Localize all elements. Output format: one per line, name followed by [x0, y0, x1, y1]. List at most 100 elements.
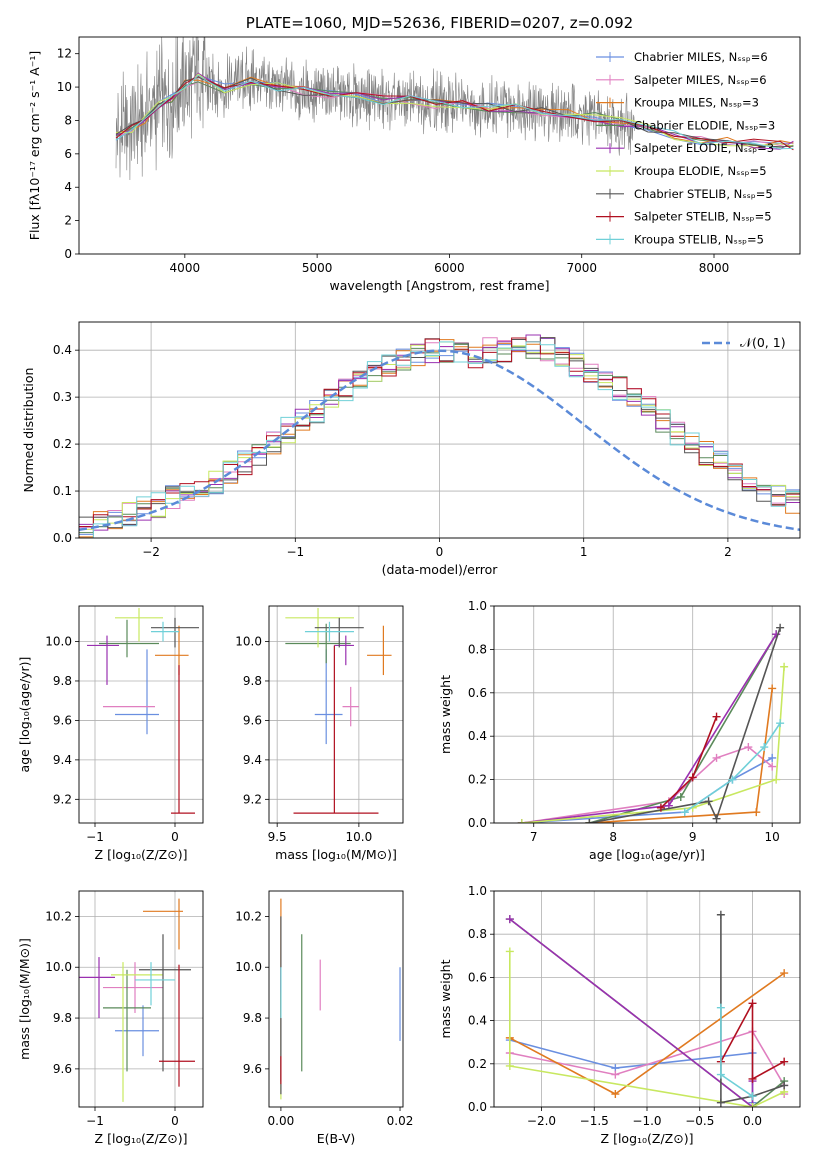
- weight-marker: [772, 630, 781, 639]
- panel-spectrum: 4000 5000 6000 7000 8000 0 2 4 6 8 10 12 Chabrier MI…: [57, 36, 801, 275]
- x-tick-label: −1.0: [632, 1114, 661, 1128]
- y-tick-label: 10.2: [235, 909, 262, 923]
- y-tick-label: 2: [64, 214, 72, 228]
- panel-mass-vs-ebv: 0.00 0.02 9.6 9.8 10.0 10.2: [235, 890, 413, 1128]
- model-line-8: [115, 75, 794, 151]
- histogram-2: [79, 337, 800, 529]
- y-axis-label: mass weight: [438, 959, 453, 1038]
- weight-line-6: [509, 951, 785, 1107]
- x-tick-label: 0.00: [268, 1114, 295, 1128]
- axes-frame: [268, 890, 404, 1108]
- x-tick-label: 2: [724, 545, 732, 559]
- y-tick-label: 8: [64, 113, 72, 127]
- errorbar-group: [87, 607, 199, 814]
- y-tick-label: 0.8: [468, 927, 487, 941]
- x-axis-label: Z [log₁₀(Z/Z⊙)]: [95, 847, 188, 862]
- y-tick-label: 1.0: [468, 599, 487, 613]
- x-tick-label: 8: [609, 830, 617, 844]
- y-tick-label: 0.3: [53, 390, 72, 404]
- y-tick-label: 0.2: [53, 437, 72, 451]
- axes-frame: [268, 605, 404, 824]
- y-tick-label: 0.4: [468, 729, 487, 743]
- histogram-5: [79, 334, 800, 531]
- x-axis-label: Z [log₁₀(Z/Z⊙)]: [601, 1131, 694, 1146]
- weight-marker: [716, 1070, 725, 1079]
- model-line-9: [115, 74, 794, 150]
- x-tick-label: −2.0: [527, 1114, 556, 1128]
- weight-marker: [716, 1003, 725, 1012]
- panel-age-vs-z: −1 0 9.2 9.4 9.6 9.8 10.0: [45, 605, 204, 844]
- weight-marker: [776, 719, 785, 728]
- histogram-3: [79, 337, 800, 538]
- histogram-traces: [79, 334, 800, 538]
- weight-line-3: [589, 688, 773, 823]
- weight-marker: [768, 753, 777, 762]
- x-axis-label: E(B-V): [317, 1131, 356, 1146]
- weight-marker: [517, 819, 526, 823]
- weight-marker: [728, 775, 737, 784]
- weight-lines: [505, 910, 789, 1107]
- weight-line-9: [684, 722, 781, 813]
- legend-label: Kroupa ELODIE, Nₛₛₚ=5: [634, 164, 767, 178]
- legend-label: Kroupa MILES, Nₛₛₚ=3: [634, 96, 759, 110]
- weight-line-6: [521, 666, 785, 823]
- y-tick-label: 0.2: [468, 1057, 487, 1071]
- y-tick-label: 0: [64, 247, 72, 261]
- y-tick-label: 4: [64, 180, 72, 194]
- weight-marker: [780, 1081, 789, 1090]
- weight-marker: [748, 1092, 757, 1101]
- weight-line-5: [521, 633, 777, 823]
- legend-label: Kroupa STELIB, Nₛₛₚ=5: [634, 232, 764, 246]
- weight-line-4: [589, 633, 777, 823]
- weight-marker: [744, 743, 753, 752]
- y-tick-label: 9.8: [53, 1011, 72, 1025]
- y-tick-label: 12: [57, 47, 72, 61]
- panel-mass-vs-z: −1 0 9.6 9.8 10.0 10.2: [45, 890, 204, 1128]
- errorbar-group: [280, 898, 401, 1100]
- weight-marker: [768, 684, 777, 693]
- axes-frame: [493, 605, 801, 824]
- y-tick-label: 0.0: [468, 1100, 487, 1114]
- y-axis-label: Normed distribution: [21, 368, 36, 493]
- weight-marker: [712, 814, 721, 823]
- legend-label: Chabrier STELIB, Nₛₛₚ=5: [634, 187, 773, 201]
- x-tick-label: 10.0: [346, 830, 373, 844]
- weight-marker: [780, 969, 789, 978]
- weight-lines: [517, 623, 789, 823]
- y-tick-label: 10.0: [45, 635, 72, 649]
- axes-frame: [78, 321, 801, 539]
- x-tick-label: −1: [286, 545, 304, 559]
- normal-curve: [79, 349, 800, 532]
- y-tick-label: 0.0: [53, 531, 72, 545]
- x-tick-label: 0.0: [743, 1114, 762, 1128]
- weight-marker: [688, 773, 697, 782]
- legend-label: Chabrier MILES, Nₛₛₚ=6: [634, 50, 768, 64]
- x-tick-label: 6000: [434, 261, 465, 275]
- panel-age-vs-mass: 9.5 10.0 9.2 9.4 9.6 9.8 10.0: [235, 605, 404, 844]
- y-tick-label: 9.6: [243, 713, 262, 727]
- weight-marker: [676, 792, 685, 801]
- y-tick-label: 10.0: [45, 960, 72, 974]
- x-tick-label: 9: [689, 830, 697, 844]
- x-tick-label: −1: [86, 1114, 104, 1128]
- panel-weight-vs-z: −2.0 −1.5 −1.0 −0.5 0.0 0.0 0.2 0.4 0.6 0.8 1.0: [468, 884, 801, 1128]
- weight-marker: [752, 808, 761, 817]
- errorbar-group: [285, 607, 392, 814]
- y-tick-label: 0.6: [468, 970, 487, 984]
- x-tick-label: −1.5: [580, 1114, 609, 1128]
- weight-line-7: [589, 627, 781, 823]
- weight-marker: [748, 1074, 757, 1083]
- y-tick-label: 9.6: [53, 1062, 72, 1076]
- axes-frame: [78, 605, 204, 824]
- weight-marker: [656, 803, 665, 812]
- y-tick-label: 0.4: [468, 1014, 487, 1028]
- y-tick-label: 0.6: [468, 686, 487, 700]
- weight-marker: [748, 1103, 757, 1107]
- legend-label: Salpeter ELODIE, Nₛₛₚ=3: [634, 141, 774, 155]
- x-tick-label: 7: [530, 830, 538, 844]
- axes-frame: [493, 890, 801, 1108]
- y-tick-label: 9.8: [53, 674, 72, 688]
- chart-title: PLATE=1060, MJD=52636, FIBERID=0207, z=0…: [246, 14, 633, 32]
- legend-label: 𝒩(0, 1): [740, 335, 786, 350]
